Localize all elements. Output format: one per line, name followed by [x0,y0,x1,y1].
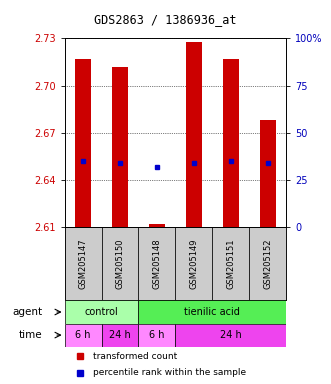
Bar [75,59,91,227]
Bar [65,301,138,324]
Text: 24 h: 24 h [109,330,131,340]
Text: tienilic acid: tienilic acid [184,307,240,317]
Text: percentile rank within the sample: percentile rank within the sample [93,368,247,377]
Bar [175,227,213,301]
Text: 24 h: 24 h [220,330,242,340]
Text: GSM205148: GSM205148 [153,238,162,289]
Bar [112,67,128,227]
Text: GSM205150: GSM205150 [116,238,124,289]
Bar [102,227,138,301]
Bar [175,324,286,347]
Text: GSM205151: GSM205151 [226,238,235,289]
Bar [222,59,239,227]
Text: 6 h: 6 h [75,330,91,340]
Text: GSM205149: GSM205149 [189,238,198,289]
Bar [138,324,175,347]
Text: GSM205147: GSM205147 [78,238,87,289]
Bar [149,224,165,227]
Text: control: control [85,307,118,317]
Bar [65,227,102,301]
Bar [102,324,138,347]
Bar [65,324,102,347]
Bar [186,41,202,227]
Text: GDS2863 / 1386936_at: GDS2863 / 1386936_at [94,13,237,26]
Text: GSM205152: GSM205152 [263,238,272,289]
Text: 6 h: 6 h [149,330,165,340]
Bar [138,227,175,301]
Text: agent: agent [12,307,42,317]
Text: time: time [19,330,42,340]
Bar [213,227,249,301]
Bar [260,120,276,227]
Bar [138,301,286,324]
Bar [249,227,286,301]
Text: transformed count: transformed count [93,351,178,361]
